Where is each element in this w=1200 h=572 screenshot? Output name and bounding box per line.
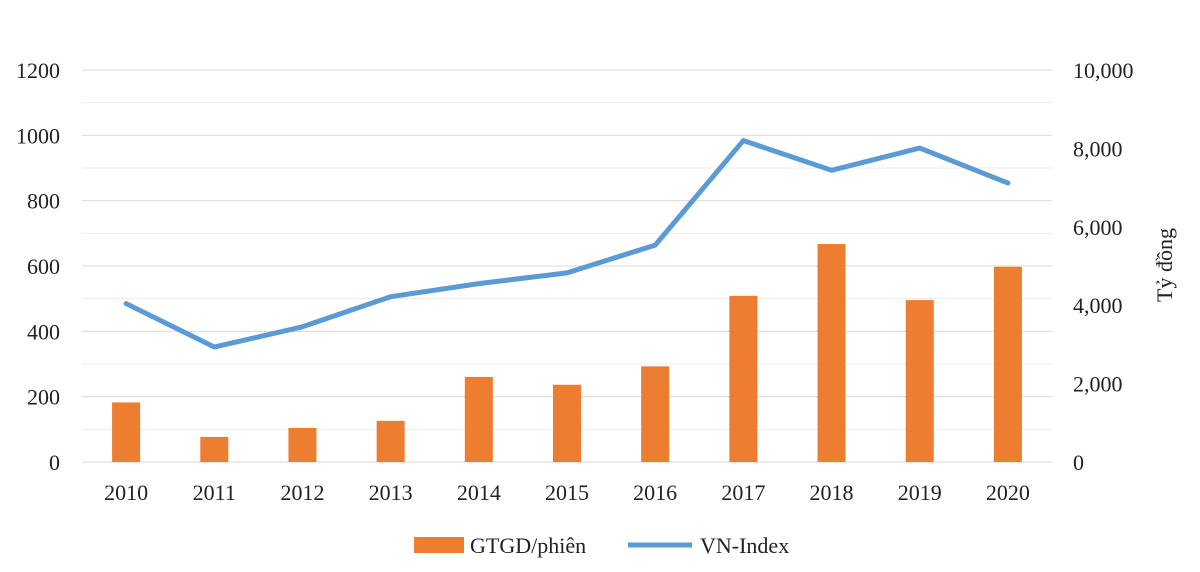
vn-index-line: [123, 138, 1011, 350]
gridlines: [82, 69, 1052, 463]
line-series: [123, 138, 1011, 350]
left-tick-label: 600: [27, 254, 60, 279]
x-tick-label: 2010: [104, 480, 148, 505]
right-tick-label: 4,000: [1073, 293, 1123, 318]
left-tick-label: 1000: [16, 123, 60, 148]
bar: [993, 266, 1022, 462]
right-tick-label: 0: [1073, 450, 1084, 475]
right-axis-title: Tỷ đồng: [1152, 228, 1177, 302]
bar: [817, 244, 846, 462]
x-tick-label: 2015: [545, 480, 589, 505]
x-axis-ticks: 2010 2011 2012 2013 2014 2015 2016 2017 2018 2019…: [104, 480, 1030, 505]
legend: GTGD/phiên VN-Index: [414, 533, 789, 558]
left-tick-label: 1200: [16, 58, 60, 83]
right-axis-ticks: 0 2,000 4,000 6,000 8,000 10,000: [1073, 58, 1134, 475]
bar: [200, 436, 229, 462]
bar: [641, 366, 670, 462]
x-tick-label: 2019: [898, 480, 942, 505]
legend-label-line: VN-Index: [700, 533, 789, 558]
x-tick-label: 2017: [721, 480, 765, 505]
right-tick-label: 6,000: [1073, 215, 1123, 240]
bar: [729, 295, 758, 462]
bar: [376, 420, 405, 462]
x-tick-label: 2020: [986, 480, 1030, 505]
left-tick-label: 800: [27, 189, 60, 214]
x-tick-label: 2012: [280, 480, 324, 505]
legend-label-bar: GTGD/phiên: [470, 533, 586, 558]
left-tick-label: 200: [27, 385, 60, 410]
bar: [112, 402, 141, 462]
bar: [464, 376, 493, 462]
bar: [905, 300, 934, 462]
left-axis-ticks: 0 200 400 600 800 1000 1200: [16, 58, 60, 475]
x-tick-label: 2016: [633, 480, 677, 505]
right-tick-label: 8,000: [1073, 136, 1123, 161]
x-tick-label: 2018: [810, 480, 854, 505]
legend-swatch-bar: [414, 537, 464, 553]
bar: [553, 384, 581, 462]
x-tick-label: 2014: [457, 480, 501, 505]
x-tick-label: 2011: [193, 480, 236, 505]
bar: [288, 427, 317, 462]
bar-series: [112, 244, 1022, 462]
left-tick-label: 400: [27, 319, 60, 344]
right-tick-label: 2,000: [1073, 372, 1123, 397]
left-tick-label: 0: [49, 450, 60, 475]
x-tick-label: 2013: [369, 480, 413, 505]
right-tick-label: 10,000: [1073, 58, 1134, 83]
